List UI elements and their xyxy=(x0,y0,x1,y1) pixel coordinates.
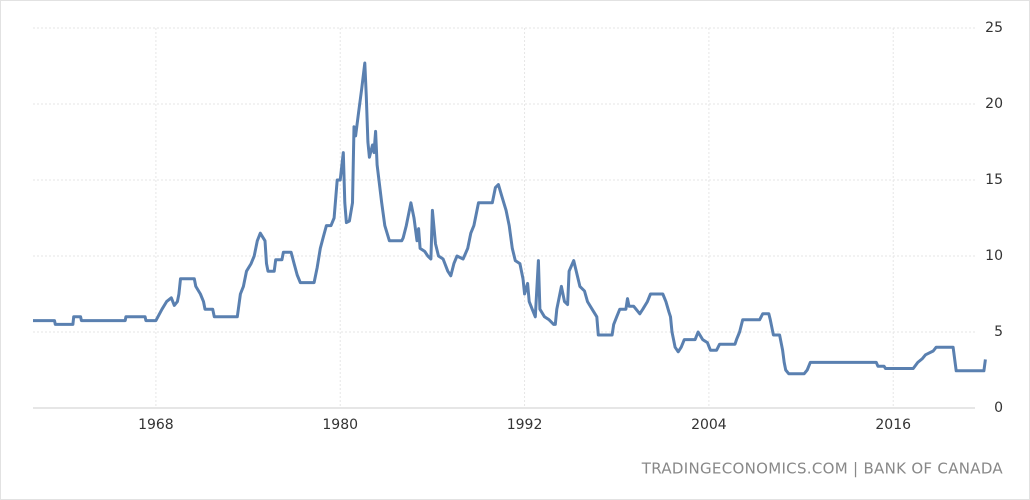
x-tick-label: 2004 xyxy=(691,417,727,433)
x-tick-label: 1980 xyxy=(322,417,358,433)
y-tick-label: 10 xyxy=(985,248,1003,264)
x-tick-label: 1968 xyxy=(138,417,174,433)
y-tick-label: 25 xyxy=(985,20,1003,36)
y-tick-label: 20 xyxy=(985,96,1003,112)
y-tick-label: 5 xyxy=(994,324,1003,340)
line xyxy=(33,61,987,376)
source: TRADINGECONOMICS.COM | BANK OF CANADA xyxy=(641,460,1004,478)
y-tick-label: 15 xyxy=(985,172,1003,188)
x-tick-label: 2016 xyxy=(875,417,911,433)
y-tick-label: 0 xyxy=(994,400,1003,416)
x-tick-label: 1992 xyxy=(507,417,543,433)
